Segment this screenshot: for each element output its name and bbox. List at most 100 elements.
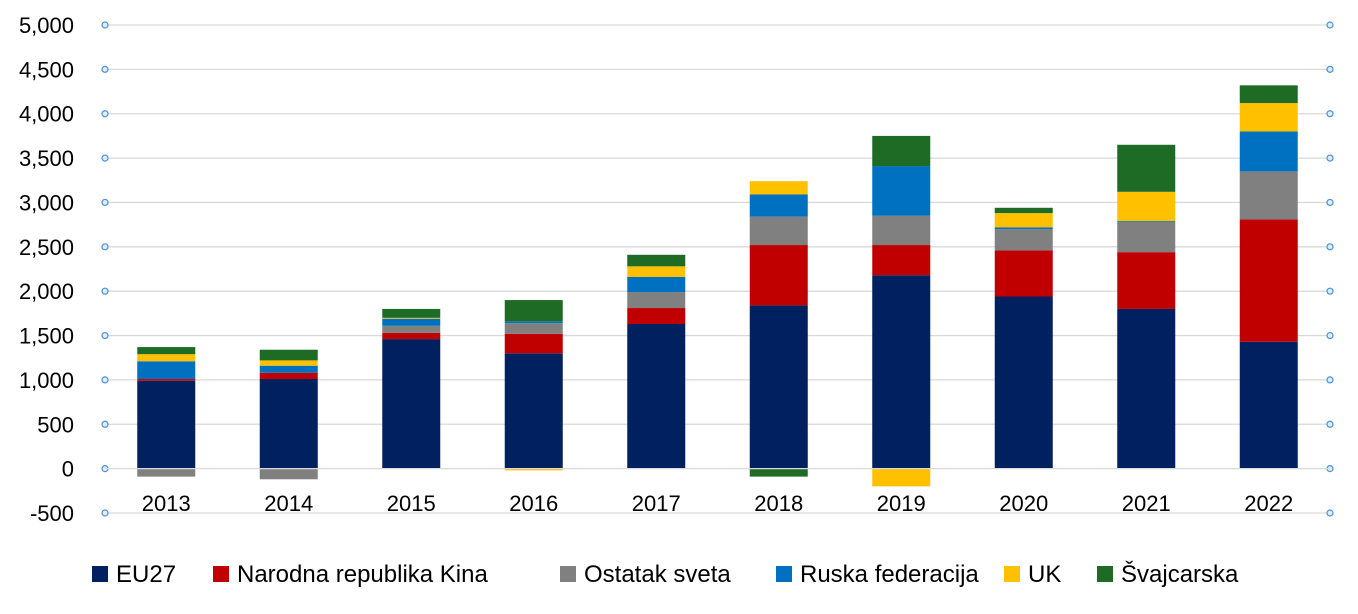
bar-segment bbox=[994, 250, 1053, 297]
legend-label: EU27 bbox=[116, 561, 176, 588]
bar-segment bbox=[749, 245, 808, 306]
x-tick-label: 2021 bbox=[1122, 491, 1171, 516]
axis-marker-dot bbox=[1326, 154, 1334, 162]
bar-segment bbox=[137, 379, 196, 381]
y-tick-label: 3,500 bbox=[19, 146, 74, 171]
axis-marker-dot bbox=[101, 376, 109, 384]
bar-segment bbox=[627, 308, 686, 325]
bar-segment bbox=[1239, 103, 1298, 132]
bar-segment bbox=[749, 216, 808, 246]
y-tick-label: 2,000 bbox=[19, 279, 74, 304]
axis-marker-dot bbox=[101, 287, 109, 295]
y-tick-label: 1,000 bbox=[19, 368, 74, 393]
legend-swatch bbox=[560, 566, 576, 582]
axis-marker-dot bbox=[1326, 331, 1334, 340]
bar-segment bbox=[259, 365, 318, 373]
axis-marker-dot bbox=[101, 65, 109, 73]
y-tick-label: 2,500 bbox=[19, 235, 74, 260]
x-tick-label: 2016 bbox=[509, 491, 558, 516]
bar-segment bbox=[627, 324, 686, 469]
legend-swatch bbox=[1004, 566, 1020, 582]
bar-segment bbox=[749, 194, 808, 217]
bar-segment bbox=[749, 181, 808, 195]
bar-segment bbox=[504, 353, 563, 469]
axis-marker-dot bbox=[1326, 110, 1334, 118]
x-tick-label: 2014 bbox=[264, 491, 313, 516]
axis-marker-dot bbox=[101, 420, 109, 428]
bar-segment bbox=[137, 354, 196, 362]
bar-segment bbox=[872, 135, 931, 167]
bar-segment bbox=[749, 305, 808, 469]
bar-segment bbox=[994, 207, 1053, 214]
axis-marker-dot bbox=[1326, 243, 1334, 251]
x-tick-label: 2018 bbox=[754, 491, 803, 516]
x-tick-label: 2013 bbox=[142, 491, 191, 516]
x-tick-label: 2017 bbox=[632, 491, 681, 516]
legend-label: UK bbox=[1028, 561, 1061, 588]
legend-label: Narodna republika Kina bbox=[237, 561, 488, 588]
y-tick-label: -500 bbox=[30, 501, 74, 526]
bar-segment bbox=[382, 308, 441, 318]
y-tick-label: 0 bbox=[62, 457, 74, 482]
x-tick-label: 2020 bbox=[999, 491, 1048, 516]
bar-segment bbox=[504, 468, 563, 471]
bar-segment bbox=[1117, 191, 1176, 222]
legend-swatch bbox=[776, 566, 792, 582]
bar-segment bbox=[872, 275, 931, 469]
axis-marker-dot bbox=[1326, 21, 1334, 29]
bar-segment bbox=[382, 317, 441, 319]
bar-segment bbox=[259, 360, 318, 366]
bar-segment bbox=[137, 361, 196, 380]
bar-segment bbox=[504, 321, 563, 324]
bar-segment bbox=[872, 245, 931, 276]
axis-marker-dot bbox=[101, 243, 109, 251]
bar-segment bbox=[994, 227, 1053, 230]
y-tick-label: 1,500 bbox=[19, 324, 74, 349]
axis-marker-dot bbox=[101, 110, 109, 118]
bar-segment bbox=[137, 347, 196, 355]
x-tick-label: 2019 bbox=[877, 491, 926, 516]
bar-segment bbox=[259, 372, 318, 380]
bar-segment bbox=[382, 318, 441, 326]
bar-segment bbox=[872, 166, 931, 216]
y-tick-label: 3,000 bbox=[19, 190, 74, 215]
bar-segment bbox=[627, 266, 686, 277]
legend-label: Ruska federacija bbox=[800, 561, 979, 588]
bar-segment bbox=[749, 468, 808, 477]
axis-marker-dot bbox=[101, 509, 109, 517]
bar-segment bbox=[137, 380, 196, 469]
axis-marker-dot bbox=[1326, 65, 1334, 73]
bar-segment bbox=[1117, 252, 1176, 309]
bar-segment bbox=[382, 339, 441, 469]
bar-segment bbox=[1239, 341, 1298, 469]
axis-marker-dot bbox=[101, 21, 109, 29]
x-tick-label: 2022 bbox=[1244, 491, 1293, 516]
y-tick-label: 500 bbox=[37, 412, 74, 437]
bar-segment bbox=[1117, 144, 1176, 192]
axis-marker-dot bbox=[1326, 376, 1334, 384]
legend-swatch bbox=[1097, 566, 1113, 582]
y-tick-label: 5,000 bbox=[19, 13, 74, 38]
y-tick-label: 4,500 bbox=[19, 57, 74, 82]
axis-marker-dot bbox=[1326, 420, 1334, 428]
legend-label: Švajcarska bbox=[1121, 560, 1239, 588]
bar-segment bbox=[994, 213, 1053, 228]
axis-marker-dot bbox=[1326, 287, 1334, 295]
bar-segment bbox=[872, 215, 931, 246]
bar-segment bbox=[627, 254, 686, 267]
bar-segment bbox=[504, 323, 563, 334]
axis-marker-dot bbox=[101, 331, 109, 340]
bar-segment bbox=[1117, 308, 1176, 469]
bar-segment bbox=[1239, 85, 1298, 104]
bar-segment bbox=[1239, 219, 1298, 342]
bar-segment bbox=[1117, 221, 1176, 222]
bar-segment bbox=[994, 296, 1053, 469]
bar-segment bbox=[259, 379, 318, 469]
axis-marker-dot bbox=[101, 198, 109, 207]
axis-marker-dot bbox=[101, 154, 109, 162]
legend-swatch bbox=[92, 566, 108, 582]
bar-segment bbox=[259, 468, 318, 480]
axis-marker-dot bbox=[1326, 509, 1334, 517]
y-tick-label: 4,000 bbox=[19, 102, 74, 127]
